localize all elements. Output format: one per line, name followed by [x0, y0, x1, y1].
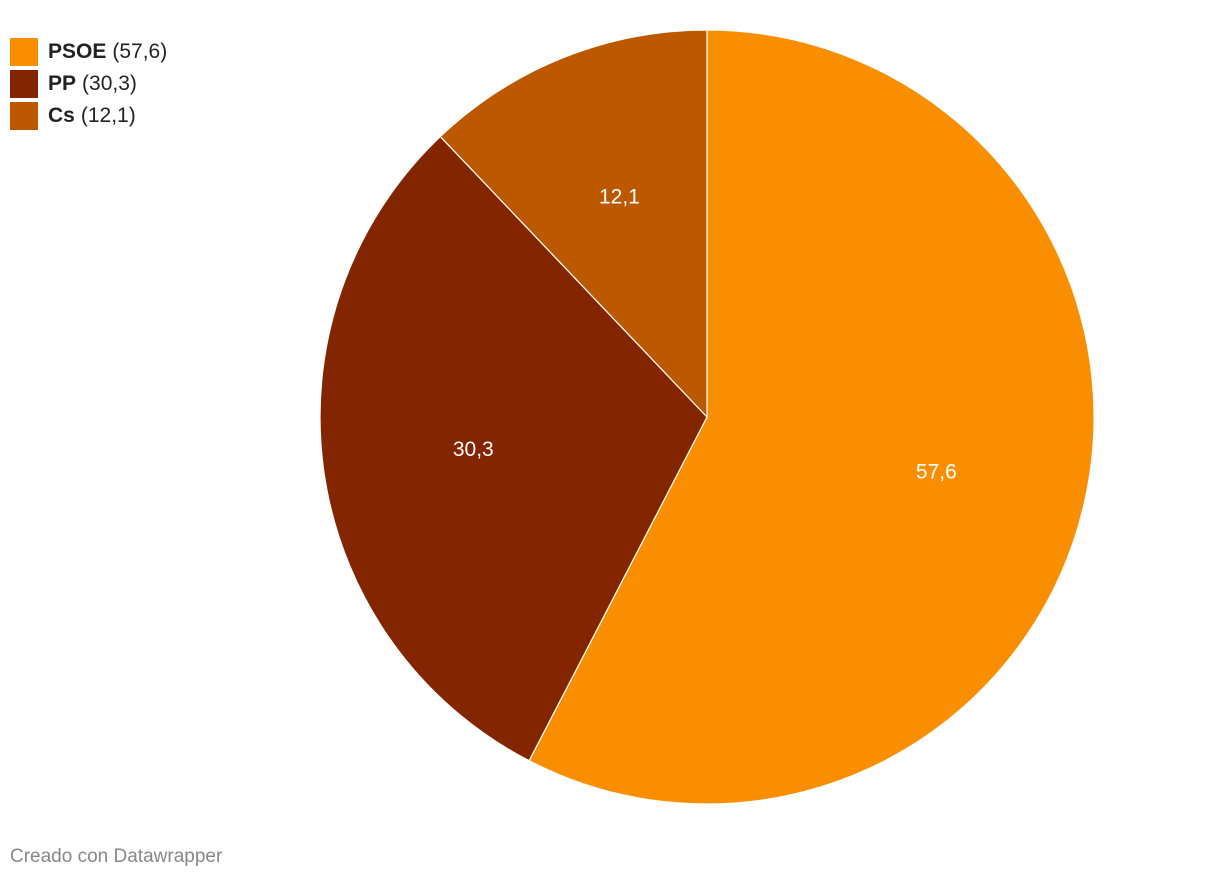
- legend-name: PSOE: [48, 40, 106, 63]
- pie-slice: [439, 29, 708, 419]
- legend-name: PP: [48, 72, 76, 95]
- legend-value: (12,1): [81, 104, 136, 127]
- legend-entry: PSOE (57,6): [48, 40, 167, 63]
- slice-label: 12,1: [599, 185, 640, 208]
- legend-name: Cs: [48, 104, 75, 127]
- legend-value: (57,6): [112, 40, 167, 63]
- slice-label: 30,3: [453, 438, 494, 461]
- slice-label: 57,6: [916, 460, 957, 483]
- legend-swatch: [10, 70, 38, 98]
- legend-entry: Cs (12,1): [48, 104, 136, 127]
- footer: Creado con Datawrapper: [10, 846, 223, 867]
- pie-slice: [528, 29, 1095, 805]
- legend-swatch: [10, 102, 38, 130]
- legend-entry: PP (30,3): [48, 72, 137, 95]
- legend-swatch: [10, 38, 38, 66]
- pie-slice: [319, 135, 708, 762]
- legend-value: (30,3): [82, 72, 137, 95]
